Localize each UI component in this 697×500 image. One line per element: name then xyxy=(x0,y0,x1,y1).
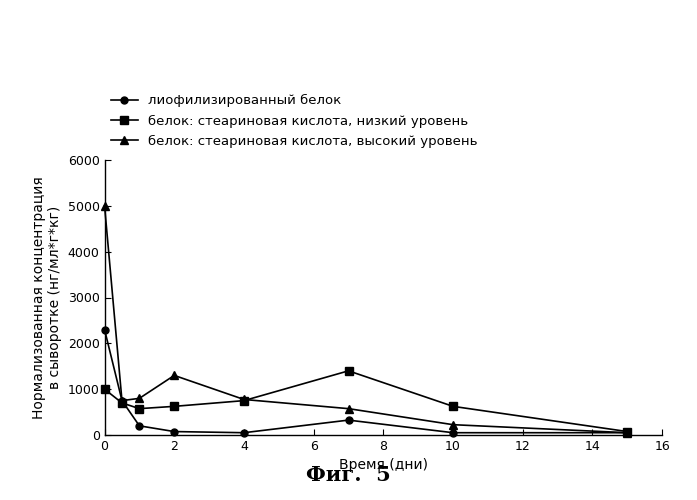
Text: Фиг.  5: Фиг. 5 xyxy=(306,465,391,485)
Y-axis label: Нормализованная концентрация
в сыворотке (нг/мл*г*кг): Нормализованная концентрация в сыворотке… xyxy=(32,176,62,419)
Legend: лиофилизированный белок, белок: стеариновая кислота, низкий уровень, белок: стеа: лиофилизированный белок, белок: стеарино… xyxy=(111,94,477,148)
X-axis label: Время (дни): Время (дни) xyxy=(339,458,428,472)
